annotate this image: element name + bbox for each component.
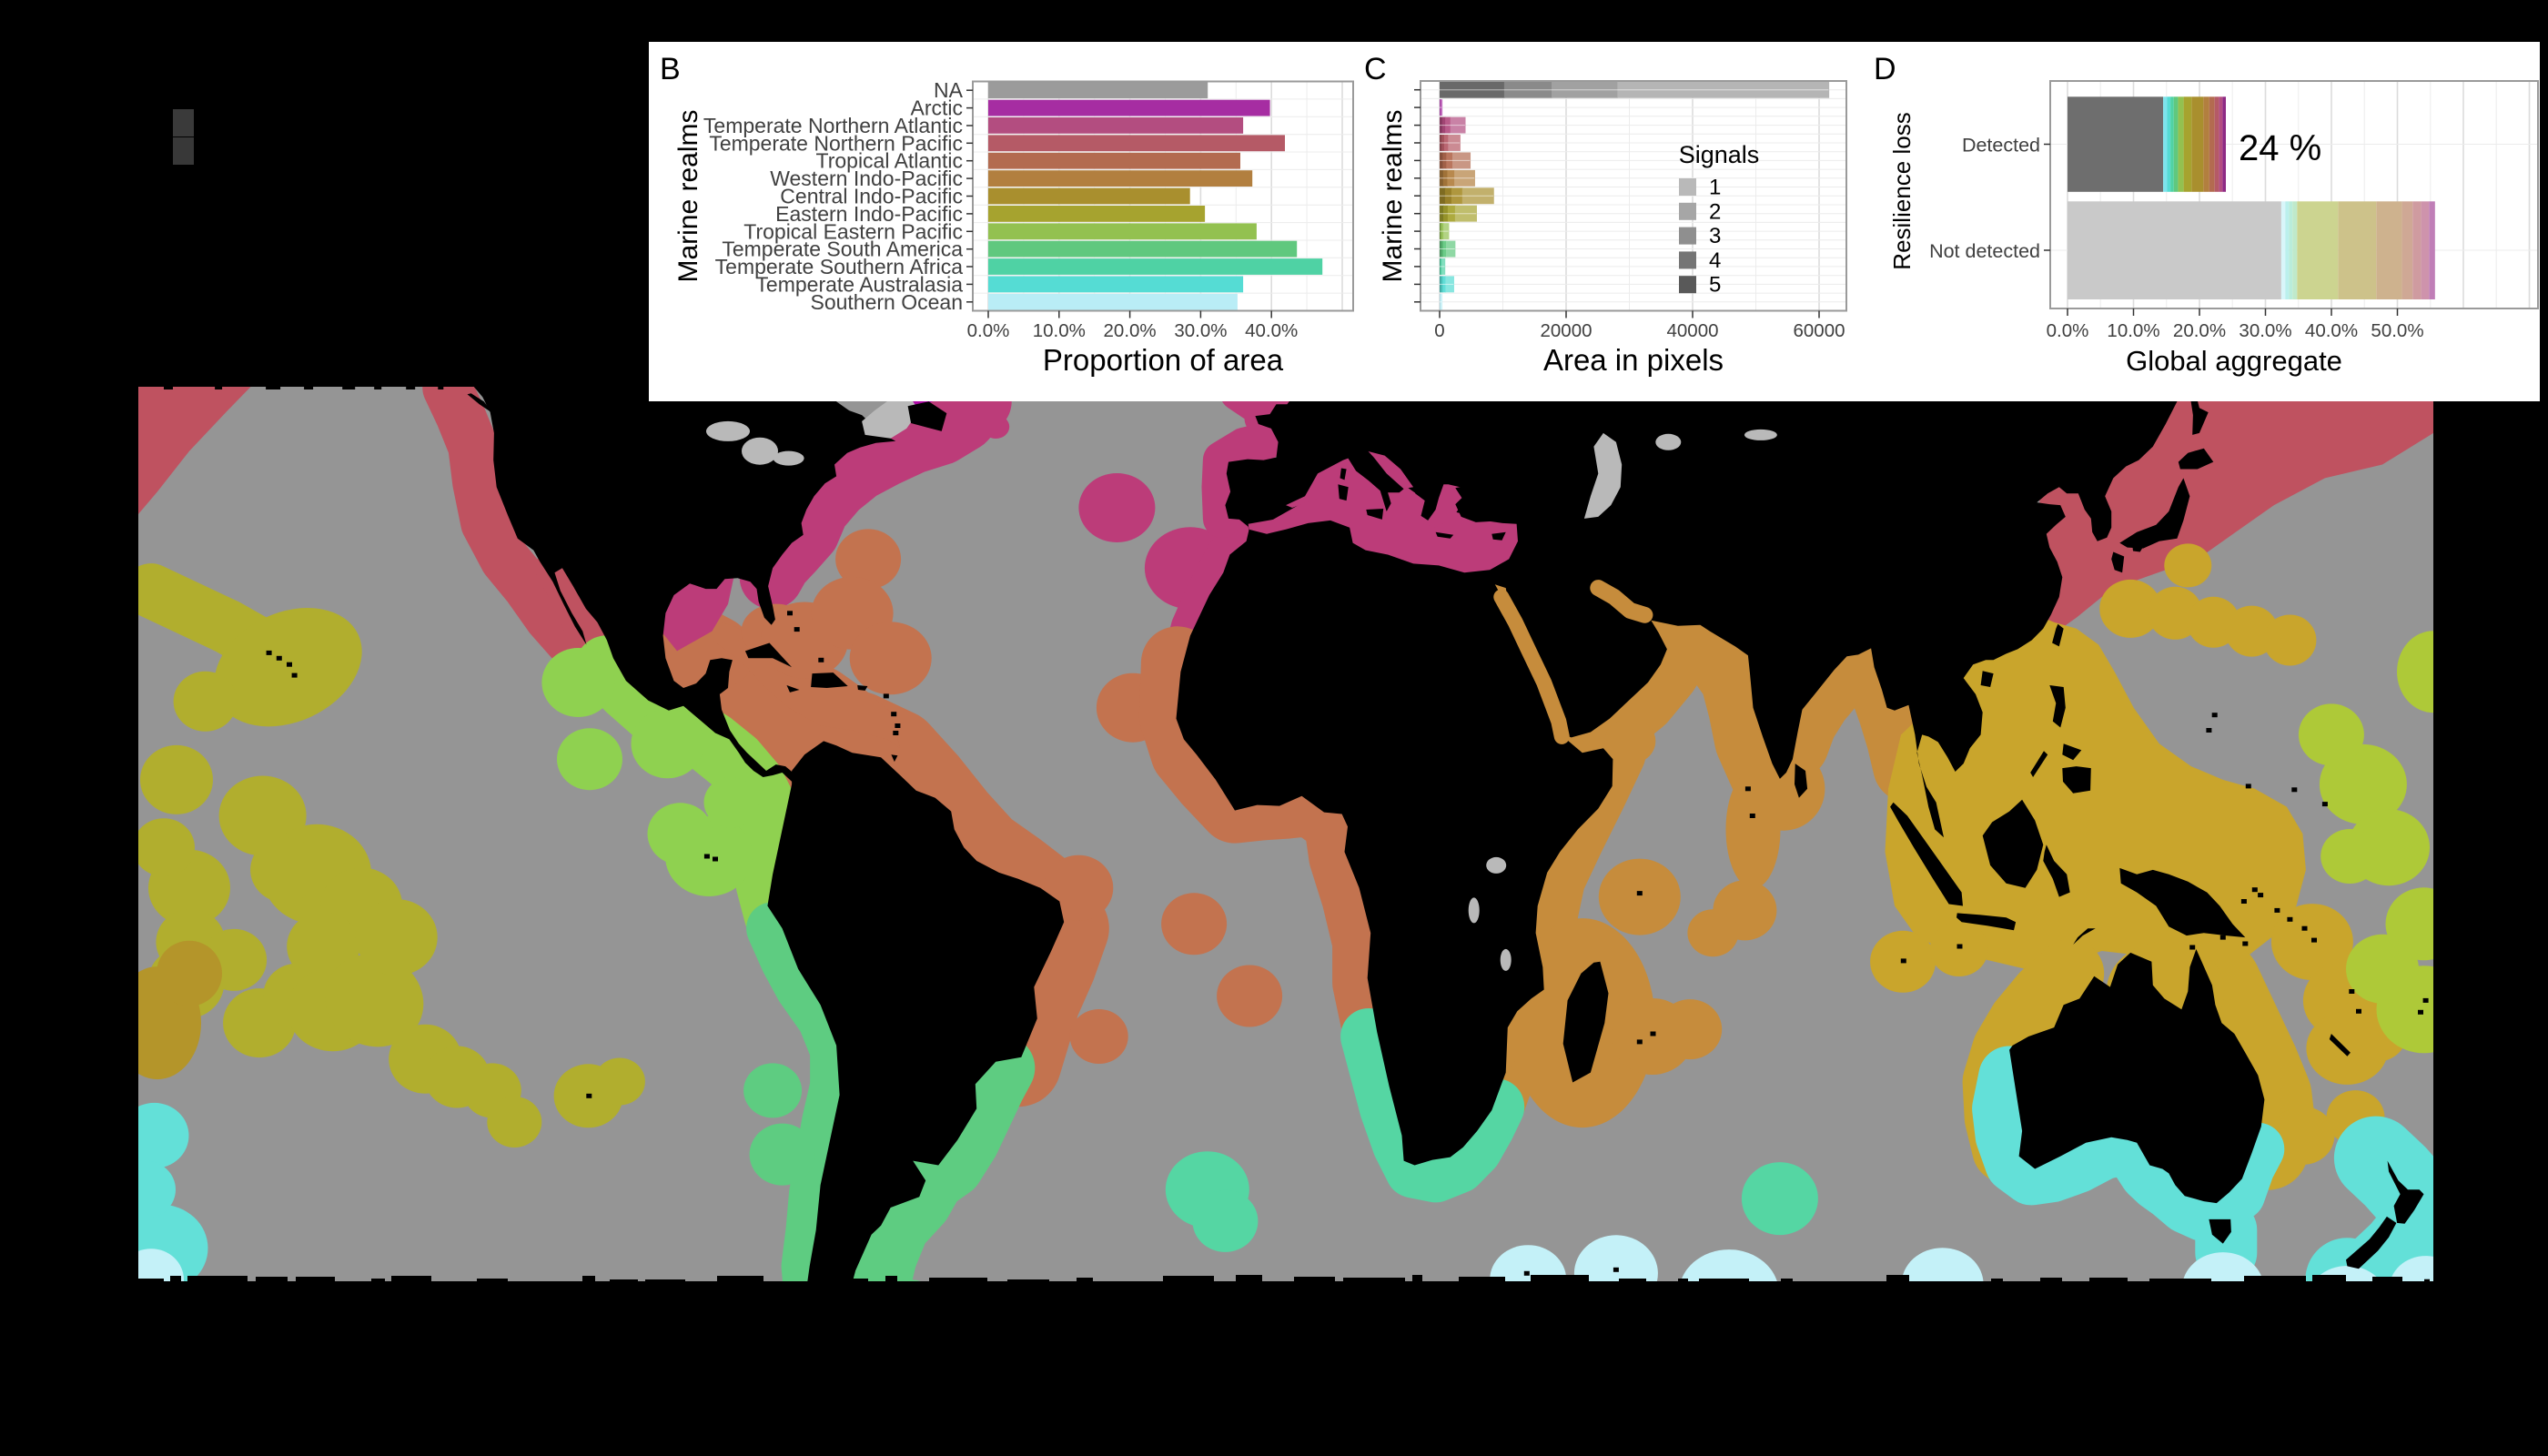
svg-text:Temperate Northern Atlantic: Temperate Northern Atlantic: [703, 114, 963, 137]
svg-text:20000: 20000: [1540, 320, 1592, 341]
svg-text:Temperate Southern Africa: Temperate Southern Africa: [715, 255, 964, 278]
svg-text:3: 3: [1709, 224, 1721, 248]
svg-text:Marine realms: Marine realms: [673, 109, 703, 282]
svg-text:Tropical Atlantic: Tropical Atlantic: [816, 149, 964, 173]
svg-text:5: 5: [1709, 273, 1721, 298]
svg-text:B: B: [660, 52, 681, 86]
svg-text:Not detected: Not detected: [1929, 240, 2040, 262]
svg-text:Signals: Signals: [1679, 141, 1760, 168]
svg-text:1: 1: [1709, 176, 1721, 200]
svg-text:60000: 60000: [1793, 320, 1845, 341]
svg-text:Western Indo-Pacific: Western Indo-Pacific: [770, 167, 963, 190]
svg-text:Tropical Eastern Pacific: Tropical Eastern Pacific: [743, 219, 963, 243]
svg-text:Central Indo-Pacific: Central Indo-Pacific: [780, 185, 963, 208]
svg-text:Southern Ocean: Southern Ocean: [810, 290, 963, 314]
svg-text:0.0%: 0.0%: [967, 320, 1010, 341]
svg-text:40.0%: 40.0%: [1245, 320, 1298, 341]
svg-text:Global aggregate: Global aggregate: [2126, 345, 2342, 377]
svg-text:10.0%: 10.0%: [1033, 320, 1086, 341]
svg-text:C: C: [1364, 52, 1387, 86]
svg-text:Temperate Northern Pacific: Temperate Northern Pacific: [709, 131, 963, 155]
svg-text:20.0%: 20.0%: [1104, 320, 1157, 341]
svg-text:Proportion of area: Proportion of area: [1043, 343, 1284, 377]
svg-text:NA: NA: [934, 78, 964, 102]
svg-text:Area in pixels: Area in pixels: [1543, 343, 1724, 377]
svg-text:0: 0: [1434, 320, 1444, 341]
svg-text:40.0%: 40.0%: [2305, 320, 2358, 341]
svg-text:30.0%: 30.0%: [2239, 320, 2291, 341]
svg-text:Resilience loss: Resilience loss: [1888, 112, 1916, 269]
svg-text:Marine realms: Marine realms: [1378, 109, 1408, 282]
svg-text:20.0%: 20.0%: [2173, 320, 2226, 341]
svg-text:10.0%: 10.0%: [2107, 320, 2159, 341]
svg-text:4: 4: [1709, 248, 1721, 273]
svg-text:30.0%: 30.0%: [1174, 320, 1227, 341]
svg-text:Temperate South America: Temperate South America: [722, 238, 963, 261]
svg-text:D: D: [1874, 52, 1896, 86]
svg-text:40000: 40000: [1666, 320, 1718, 341]
svg-text:Eastern Indo-Pacific: Eastern Indo-Pacific: [775, 202, 963, 226]
svg-text:24 %: 24 %: [2239, 128, 2321, 168]
svg-text:2: 2: [1709, 199, 1721, 224]
svg-text:Arctic: Arctic: [911, 96, 964, 120]
svg-text:Temperate Australasia: Temperate Australasia: [755, 272, 963, 296]
svg-text:0.0%: 0.0%: [2047, 320, 2089, 341]
svg-text:Detected: Detected: [1962, 135, 2040, 157]
svg-text:50.0%: 50.0%: [2371, 320, 2423, 341]
